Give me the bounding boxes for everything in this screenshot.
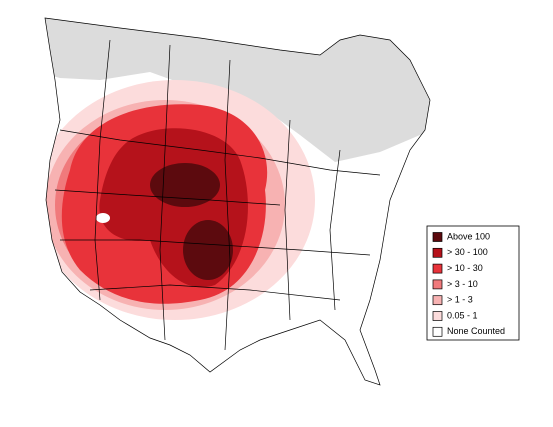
legend-swatch [432, 311, 443, 321]
legend-label: None Counted [447, 326, 505, 336]
border [329, 149, 341, 311]
abundance-none [96, 213, 110, 223]
legend-swatch [432, 247, 443, 258]
legend-label: > 30 - 100 [447, 247, 488, 257]
border [60, 239, 371, 256]
canada-none [45, 18, 430, 162]
legend-label: > 3 - 10 [447, 279, 478, 289]
abundance-above-100 [183, 220, 233, 280]
border [159, 44, 171, 341]
legend-swatch [432, 232, 443, 242]
border [59, 129, 381, 176]
abundance-above-100 [150, 163, 220, 207]
legend-label: > 10 - 30 [447, 263, 483, 273]
legend-label: > 1 - 3 [447, 295, 473, 305]
border [224, 59, 231, 351]
legend-swatch [432, 295, 443, 306]
land-outline [44, 17, 431, 386]
state-borders [54, 39, 381, 351]
legend-swatch [432, 263, 443, 274]
legend-label: 0.05 - 1 [447, 310, 478, 320]
land [44, 17, 431, 386]
shading [45, 18, 430, 320]
legend-swatch [432, 279, 443, 290]
border [284, 119, 291, 321]
legend: Above 100 > 30 - 100 > 10 - 30 > 3 - 10 > 1 … [426, 225, 520, 341]
legend-label: Above 100 [447, 231, 490, 241]
border [94, 39, 111, 301]
legend-swatch [432, 326, 443, 337]
border [89, 284, 341, 301]
border [54, 189, 281, 206]
